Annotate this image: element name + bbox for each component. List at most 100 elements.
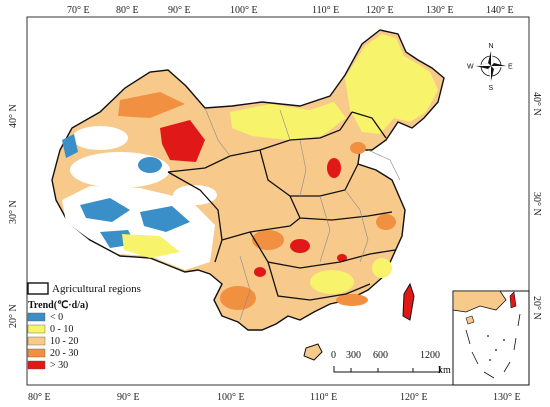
legend-swatch-gt30 bbox=[27, 360, 46, 370]
compass-star-icon bbox=[476, 51, 506, 81]
legend-label-lt0: < 0 bbox=[50, 312, 63, 323]
hunan-red bbox=[337, 254, 347, 262]
inset-island-4 bbox=[503, 339, 505, 341]
right-axis-labels: 40° N 30° N 20° N bbox=[531, 92, 542, 320]
legend-label-20-30: 20 - 30 bbox=[50, 348, 78, 359]
hainan-island bbox=[303, 343, 323, 361]
left-tick-30n: 30° N bbox=[8, 200, 19, 224]
legend-label-gt30: > 30 bbox=[50, 360, 68, 371]
northeast-yellow bbox=[345, 34, 438, 134]
tibet-yellow-patch bbox=[122, 234, 180, 258]
bottom-tick-100e: 100° E bbox=[217, 392, 245, 403]
region-line-loess bbox=[259, 149, 359, 197]
region-line-south bbox=[249, 231, 396, 269]
scale-unit: km bbox=[438, 365, 451, 376]
legend-title: Trend(℃·d/a) bbox=[28, 300, 88, 311]
compass-n-label: N bbox=[489, 43, 494, 50]
province-line-7 bbox=[279, 109, 291, 141]
tianshan-orange bbox=[118, 92, 185, 118]
south-china-sea-inset bbox=[452, 290, 530, 386]
bottom-axis-labels: 80° E 90° E 100° E 110° E 120° E 130° E bbox=[28, 392, 521, 403]
agricultural-region-boundaries bbox=[167, 111, 396, 301]
region-line-ne bbox=[351, 111, 387, 139]
compass-rose: N S E W bbox=[467, 43, 513, 92]
right-tick-40n: 40° N bbox=[531, 92, 542, 116]
top-tick-80e: 80° E bbox=[116, 5, 139, 16]
inset-mainland bbox=[452, 290, 507, 313]
top-axis-labels: 70° E 80° E 90° E 100° E 110° E 120° E 1… bbox=[67, 5, 514, 16]
province-line-5 bbox=[239, 255, 251, 321]
bottom-tick-130e: 130° E bbox=[493, 392, 521, 403]
compass-s-label: S bbox=[489, 85, 494, 92]
legend-label-10-20: 10 - 20 bbox=[50, 336, 78, 347]
left-axis-labels: 40° N 30° N 20° N bbox=[8, 104, 19, 328]
legend-boundary-label: Agricultural regions bbox=[52, 283, 141, 295]
scale-label-0: 0 bbox=[331, 350, 336, 361]
province-line-4 bbox=[344, 189, 369, 263]
map-frame bbox=[26, 16, 530, 386]
compass-star-inner bbox=[476, 51, 506, 81]
left-tick-20n: 20° N bbox=[8, 304, 19, 328]
right-tick-30n: 30° N bbox=[531, 192, 542, 216]
scale-bar: 0 300 600 1200 km bbox=[331, 350, 451, 376]
top-tick-110e: 110° E bbox=[312, 5, 339, 16]
bottom-tick-120e: 120° E bbox=[400, 392, 428, 403]
compass-w-label: W bbox=[467, 64, 474, 71]
yunnan-orange bbox=[220, 286, 256, 310]
region-line-southern bbox=[267, 261, 371, 301]
top-tick-120e: 120° E bbox=[366, 5, 394, 16]
trend-patches bbox=[62, 34, 438, 310]
inner-mongolia-yellow bbox=[230, 102, 346, 140]
guangdong-orange bbox=[336, 294, 368, 306]
guizhou-red bbox=[254, 267, 266, 277]
south-yellow bbox=[310, 270, 354, 294]
province-line-6 bbox=[367, 149, 401, 181]
legend: Agricultural regions Trend(℃·d/a) < 0 0 … bbox=[27, 282, 141, 371]
top-tick-130e: 130° E bbox=[426, 5, 454, 16]
legend-boundary-swatch bbox=[27, 282, 49, 295]
xinjiang-east-red bbox=[160, 120, 205, 162]
scale-label-300: 300 bbox=[346, 350, 361, 361]
inset-island-2 bbox=[495, 349, 497, 351]
shanxi-red bbox=[327, 158, 341, 178]
fujian-yellow bbox=[372, 258, 392, 278]
legend-swatch-lt0 bbox=[27, 312, 46, 322]
legend-swatch-10-20 bbox=[27, 336, 46, 346]
province-line-2 bbox=[299, 139, 307, 197]
inset-hainan bbox=[465, 315, 475, 325]
top-tick-140e: 140° E bbox=[486, 5, 514, 16]
inset-island-1 bbox=[487, 335, 489, 337]
inset-taiwan bbox=[509, 291, 517, 309]
scale-label-600: 600 bbox=[373, 350, 388, 361]
tibet-blue-patch-1 bbox=[80, 198, 130, 222]
top-tick-100e: 100° E bbox=[230, 5, 258, 16]
chongqing-red bbox=[290, 239, 310, 253]
compass-e-label: E bbox=[508, 64, 513, 71]
bottom-tick-110e: 110° E bbox=[310, 392, 337, 403]
legend-swatch-0-10 bbox=[27, 324, 46, 334]
province-line-1 bbox=[204, 107, 231, 157]
region-line-sw bbox=[221, 217, 301, 241]
bottom-tick-80e: 80° E bbox=[28, 392, 51, 403]
beijing-orange bbox=[350, 142, 366, 154]
inset-island-3 bbox=[489, 359, 491, 361]
scale-label-1200: 1200 bbox=[420, 350, 440, 361]
xinjiang-west-blue bbox=[62, 134, 78, 158]
sichuan-orange bbox=[252, 230, 284, 250]
inset-nine-dash-line bbox=[465, 313, 521, 379]
xinjiang-blue-spot bbox=[138, 157, 162, 173]
top-tick-90e: 90° E bbox=[168, 5, 191, 16]
bottom-tick-90e: 90° E bbox=[117, 392, 140, 403]
province-boundaries bbox=[204, 107, 401, 321]
region-line-northwest bbox=[167, 149, 261, 173]
taiwan-island bbox=[402, 282, 415, 321]
tibet-blue-patch-2 bbox=[140, 206, 190, 232]
scale-line bbox=[333, 366, 441, 373]
left-tick-40n: 40° N bbox=[8, 104, 19, 128]
legend-swatch-20-30 bbox=[27, 348, 46, 358]
jiangsu-orange bbox=[376, 214, 396, 230]
top-tick-70e: 70° E bbox=[67, 5, 90, 16]
province-line-3 bbox=[319, 195, 331, 263]
region-line-tibet bbox=[167, 171, 223, 263]
